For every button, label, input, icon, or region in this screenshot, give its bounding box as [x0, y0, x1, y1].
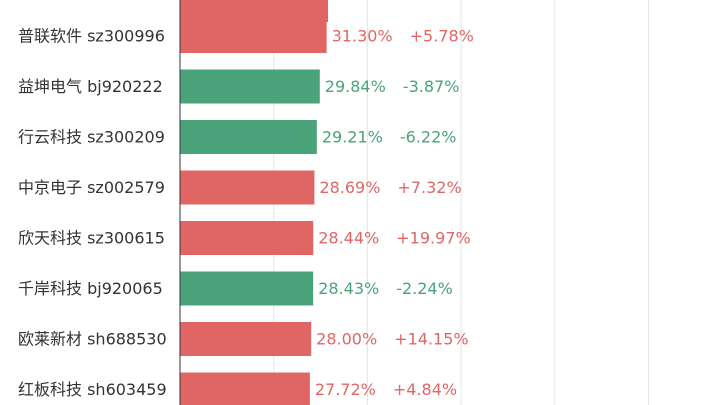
category-label: 中京电子 sz002579	[18, 178, 165, 197]
bar	[180, 120, 317, 154]
data-label-value: 31.30%	[332, 27, 393, 46]
category-label: 行云科技 sz300209	[18, 128, 165, 147]
category-label: 欧莱新材 sh688530	[18, 330, 167, 349]
data-label-change: +14.15%	[394, 330, 468, 349]
bar	[180, 271, 314, 306]
data-label-change: -3.87%	[403, 77, 460, 96]
bar	[180, 0, 329, 22]
data-label-change: -6.22%	[400, 128, 457, 147]
data-label-value: 29.21%	[322, 128, 383, 147]
bar	[180, 372, 310, 405]
category-label: 千岸科技 bj920065	[18, 279, 163, 298]
data-label-change: +5.78%	[410, 27, 474, 46]
data-label-change: +7.32%	[397, 178, 461, 197]
data-label-value: 28.44%	[318, 229, 379, 248]
data-label-value: 28.43%	[318, 279, 379, 298]
bar	[180, 69, 320, 104]
data-label-change: -2.24%	[396, 279, 453, 298]
category-label: 普联软件 sz300996	[18, 27, 165, 46]
data-label-value: 27.72%	[315, 380, 376, 399]
bar	[180, 19, 327, 53]
category-label: 欣天科技 sz300615	[18, 229, 165, 248]
data-label-value: 28.69%	[319, 178, 380, 197]
data-label-value: 28.00%	[316, 330, 377, 349]
data-label-change: +4.84%	[393, 380, 457, 399]
data-label-change: +19.97%	[396, 229, 470, 248]
category-label: 红板科技 sh603459	[18, 380, 167, 399]
category-label: 益坤电气 bj920222	[18, 77, 163, 96]
bar	[180, 221, 314, 255]
bar	[180, 322, 312, 356]
data-label-value: 29.84%	[325, 77, 386, 96]
bar	[180, 170, 315, 205]
